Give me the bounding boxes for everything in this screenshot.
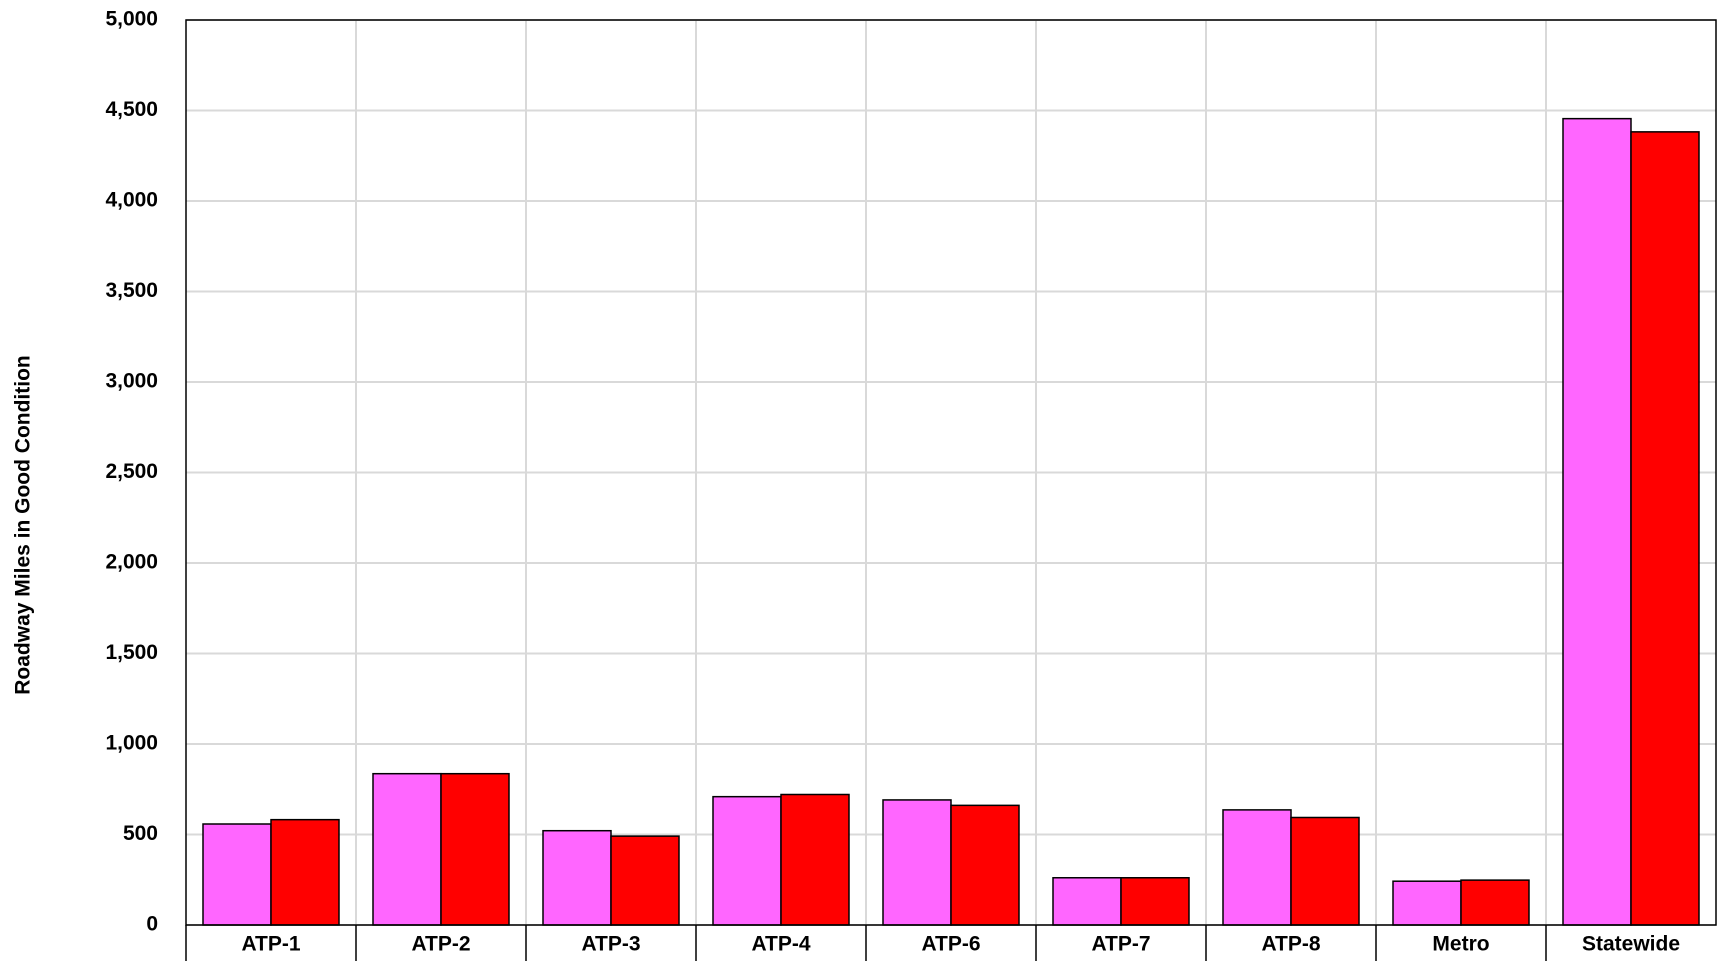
y-tick-label: 3,500: [105, 279, 158, 302]
x-tick-label: ATP-8: [1261, 933, 1320, 956]
bar: [1052, 877, 1122, 926]
y-axis-label: Roadway Miles in Good Condition: [12, 355, 35, 695]
bar: [780, 793, 850, 926]
y-tick-label: 3,000: [105, 370, 158, 393]
bar: [1562, 117, 1632, 926]
bar: [1120, 877, 1190, 926]
y-tick-label: 4,500: [105, 98, 158, 121]
bar: [1630, 131, 1700, 926]
bar: [542, 829, 612, 926]
bar: [882, 799, 952, 926]
bar: [712, 795, 782, 926]
y-tick-label: 4,000: [105, 189, 158, 212]
bar: [372, 772, 442, 926]
bar: [1290, 816, 1360, 926]
x-tick-label: Statewide: [1582, 933, 1680, 956]
x-tick-label: ATP-3: [581, 933, 640, 956]
bar: [950, 804, 1020, 926]
y-tick-label: 2,000: [105, 551, 158, 574]
x-tick-label: Metro: [1432, 933, 1489, 956]
bar: [1392, 880, 1462, 926]
y-tick-label: 500: [123, 822, 158, 845]
x-tick-label: ATP-2: [411, 933, 470, 956]
bar: [440, 772, 510, 926]
bar: [1222, 809, 1292, 926]
plot-frame: [185, 19, 1717, 926]
y-tick-label: 1,000: [105, 732, 158, 755]
x-tick-label: ATP-6: [921, 933, 980, 956]
y-tick-label: 1,500: [105, 641, 158, 664]
y-tick-label: 5,000: [105, 8, 158, 31]
bar: [610, 835, 680, 926]
bar: [1460, 879, 1530, 926]
x-tick-label: ATP-1: [241, 933, 300, 956]
y-tick-label: 2,500: [105, 460, 158, 483]
y-tick-label: 0: [146, 913, 158, 936]
bar: [270, 818, 340, 926]
x-tick-label: ATP-4: [751, 933, 810, 956]
bar: [202, 823, 272, 926]
x-tick-label: ATP-7: [1091, 933, 1150, 956]
